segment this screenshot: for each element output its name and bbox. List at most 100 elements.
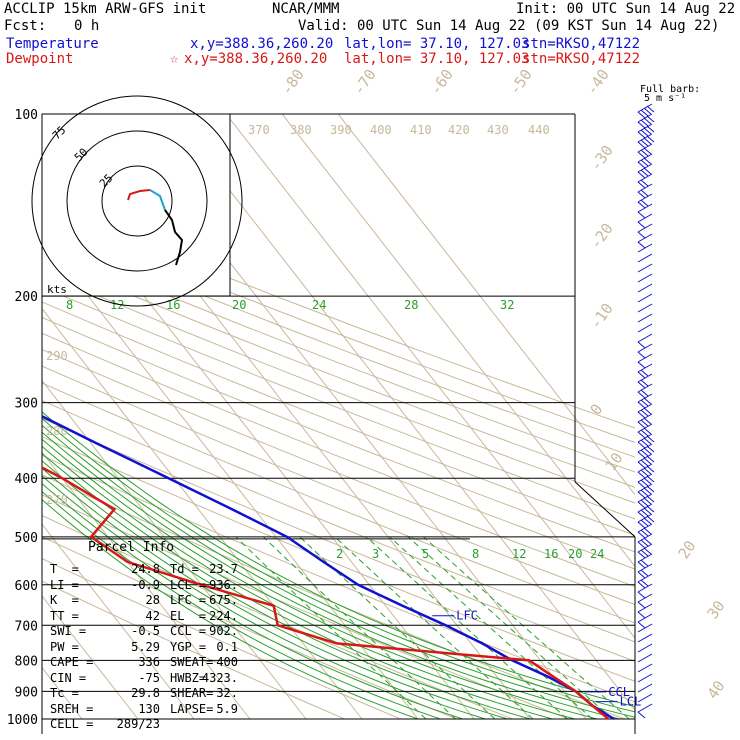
wind-barb-flag [637,391,646,399]
wind-barb [637,533,653,543]
parcel-value: 336 [138,655,160,669]
wind-barb-flag [640,459,649,467]
wind-barb-flag [643,457,652,465]
mixing-ratio-label: 16 [166,298,180,312]
parcel-value: -0.9 [131,577,160,592]
mixing-ratio-label: 24 [312,298,326,312]
barb-legend-line2: 5 m s⁻¹ [644,93,687,104]
wind-barb-flag [643,547,652,555]
wind-barb-flag [640,449,649,457]
wind-barb-flag [637,351,646,359]
wind-barb [637,163,653,173]
wind-barb-flag [646,505,655,513]
parcel-label: YGP = [170,639,207,654]
wind-barb-flag [637,531,646,539]
wind-barb-flag [637,601,646,609]
wind-barb-flag [637,111,646,119]
dry-adiabat [42,316,635,553]
wind-barb-flag [637,581,646,589]
parcel-label: PW = [50,639,79,654]
wind-barb-flag [640,369,649,377]
marker-label-ccl: CCL [608,685,630,699]
isotherm-line [42,595,139,720]
wind-barb-flag [643,397,652,405]
wind-barb-flag [640,379,649,387]
hodograph-ring [31,95,243,307]
series-temperature [42,414,615,721]
wind-barb [637,493,653,503]
wind-barb-flag [643,107,652,115]
wind-barb-flag [637,171,646,179]
wind-barb [637,173,653,183]
theta-label: 430 [487,123,509,137]
wind-barb-flag [637,141,646,149]
wind-barb-flag [637,221,646,229]
parcel-value: 24.8 [131,562,160,576]
mixing-ratio-label: 16 [544,547,558,561]
wind-barb-flag [640,389,649,397]
parcel-value: 0.1 [216,639,238,654]
wind-barb [637,243,653,253]
wind-barb-flag [646,475,655,483]
dry-adiabat [42,332,635,570]
wind-barb-flag [640,569,649,577]
wind-barb-flag [637,471,646,479]
wind-barb-flag [637,201,646,209]
mixing-ratio-line [334,536,534,720]
dry-adiabat [42,257,635,488]
pressure-label: 1000 [7,713,38,728]
wind-barb [637,683,653,693]
wind-barb [637,193,653,203]
isotherm-line [42,523,195,720]
wind-barb-flag [637,551,646,559]
wind-barb [637,563,653,573]
parcel-label: CIN = [50,670,87,685]
pressure-label: 900 [15,685,38,700]
isotherm-line [169,114,635,711]
wind-barb [637,473,653,483]
legend-dewpoint-marker: ☆ [170,51,179,67]
wind-barb-flag [640,519,649,527]
wind-barb [637,643,653,653]
wind-barb-flag [637,121,646,129]
wind-barb [637,613,653,623]
mixing-ratio-label: 3 [372,547,379,561]
wind-barb [637,443,653,453]
hodograph-trace-upper [164,209,184,266]
parcel-label: K = [50,593,79,607]
isotherm-label: 30 [704,597,729,622]
wind-barb [637,123,653,133]
wind-barb [637,623,653,633]
isotherm-line [337,114,635,496]
wind-barb [637,423,653,433]
parcel-label: TT = [50,608,79,623]
wind-barbs [637,103,655,719]
wind-barb [637,483,653,493]
wind-barb-flag [643,437,652,445]
theta-label: 420 [448,123,470,137]
wind-barb-flag [643,117,652,125]
wind-barb-flag [646,485,655,493]
model-title: ACCLIP 15km ARW-GFS init [4,1,207,17]
wind-barb-flag [646,435,655,443]
wind-barb-flag [637,591,646,599]
wind-barb-flag [640,539,649,547]
parcel-level-markers: ELLFCCCLLCL [432,609,641,709]
parcel-value: 902. [209,624,238,638]
theta-label: 400 [370,123,392,137]
dry-adiabat [42,201,635,429]
legend-temperature-latlon: lat,lon= 37.10, 127.03 [344,36,530,52]
parcel-value: 28 [145,593,160,607]
wind-barb-flag [637,131,646,139]
wind-barb [637,373,653,383]
parcel-info-title: Parcel Info [88,540,175,555]
parcel-label: Td = [170,562,199,576]
dry-adiabat [42,580,345,720]
wind-barb [637,673,653,683]
mixing-ratio-line [235,536,427,720]
wind-barb-flag [640,179,649,187]
isotherm-label: -30 [587,142,617,175]
wind-barb [637,273,653,283]
